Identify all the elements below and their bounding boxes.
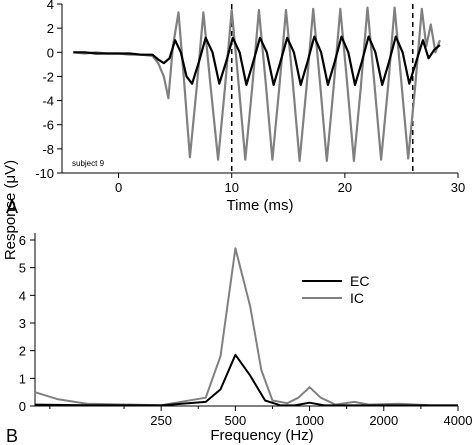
y-axis-label: Response (μV): [2, 160, 19, 260]
panel-b-series: [34, 247, 459, 407]
panel-b-y-tick-label: 1: [19, 371, 26, 386]
panel-b-y-tick-label: 0: [19, 399, 26, 414]
panel-b-series-ic: [34, 247, 459, 407]
panel-a-y-tick-label: -6: [42, 118, 54, 133]
panel-b-y-tick-label: 3: [19, 316, 26, 331]
panel-b-y-tick-label: 6: [19, 233, 26, 248]
legend-ic-label: IC: [350, 290, 364, 306]
panel-a-x-tick-label: 0: [115, 180, 122, 195]
panel-a-y-tick-label: 4: [47, 0, 54, 12]
panel-b-series-ec: [34, 353, 458, 407]
panel-a-series-ec: [73, 35, 441, 86]
panel-a-annotation: subject 9: [72, 159, 105, 168]
panel-a-y-tick-label: -10: [35, 166, 54, 181]
panel-a-y-tick-label: 2: [47, 21, 54, 36]
panel-a-series-ic: [73, 6, 441, 162]
panel-b-label: B: [6, 426, 18, 445]
panel-b-legend: EC IC: [302, 273, 369, 306]
panel-b-x-axis-label: Frequency (Hz): [210, 427, 313, 444]
panel-a-y-tick-label: -4: [42, 94, 54, 109]
panel-b-x-tick-label: 500: [225, 413, 247, 428]
panel-b-x-tick-label: 1000: [295, 413, 324, 428]
panel-b: 250 500 1000 2000 4000 0 1 2 3 4 5 6 EC IC Frequenc…: [6, 233, 472, 445]
panel-a-vertical-markers: [230, 4, 414, 173]
panel-a-x-axis-label: Time (ms): [227, 197, 294, 214]
panel-b-y-tick-label: 4: [19, 288, 26, 303]
panel-a-y-tick-label: -8: [42, 142, 54, 157]
legend-ec-label: EC: [350, 273, 369, 289]
panel-b-y-tick-label: 5: [19, 261, 26, 276]
panel-a-x-tick-label: 20: [338, 180, 352, 195]
panel-a-label: A: [6, 197, 18, 217]
panel-b-y-tick-label: 2: [19, 344, 26, 359]
panel-b-ticks: 250 500 1000 2000 4000 0 1 2 3 4 5 6: [19, 233, 473, 428]
panel-b-x-tick-label: 2000: [369, 413, 398, 428]
panel-b-x-tick-label: 250: [150, 413, 172, 428]
panel-a-y-tick-label: -2: [42, 69, 54, 84]
panel-a-x-tick-label: 30: [451, 180, 465, 195]
panel-a-series: [73, 6, 441, 162]
panel-a-y-tick-label: 0: [47, 45, 54, 60]
panel-a-x-tick-label: 10: [224, 180, 238, 195]
panel-b-x-tick-label: 4000: [444, 413, 473, 428]
